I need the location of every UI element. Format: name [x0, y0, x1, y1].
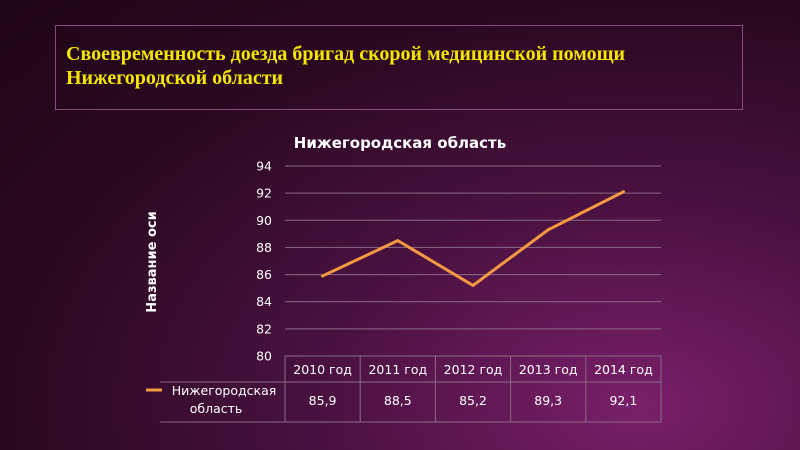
- data-value-label: 89,3: [534, 393, 562, 408]
- data-point: [546, 228, 550, 232]
- x-category-label: 2012 год: [444, 362, 503, 377]
- data-point: [396, 239, 400, 243]
- slide-title-box: Своевременность доезда бригад скорой мед…: [55, 25, 743, 110]
- data-value-label: 88,5: [384, 393, 412, 408]
- chart-title: Нижегородская область: [294, 134, 506, 152]
- data-value-label: 92,1: [609, 393, 637, 408]
- x-category-label: 2011 год: [368, 362, 427, 377]
- data-point: [621, 190, 625, 194]
- legend-label-line2: область: [190, 401, 243, 416]
- y-axis-label: Название оси: [145, 211, 160, 312]
- y-tick-label: 90: [256, 213, 272, 228]
- series-line: [321, 190, 625, 287]
- y-tick-label: 92: [256, 186, 272, 201]
- series-layer: [321, 190, 625, 287]
- y-tick-labels: 80 82 84 86 88 90 92 94: [256, 159, 272, 364]
- x-category-label: 2014 год: [594, 362, 653, 377]
- legend-label-line1: Нижегородская: [172, 383, 277, 398]
- data-table: 2010 год 2011 год 2012 год 2013 год 2014 год…: [146, 356, 662, 423]
- data-value-label: 85,2: [459, 393, 487, 408]
- x-category-label: 2010 год: [293, 362, 352, 377]
- x-category-label: 2013 год: [519, 362, 578, 377]
- y-tick-label: 82: [256, 321, 272, 336]
- data-point: [471, 283, 475, 287]
- y-tick-label: 84: [256, 294, 272, 309]
- data-value-label: 85,9: [309, 393, 337, 408]
- y-tick-label: 80: [256, 349, 272, 364]
- grid-layer: [285, 165, 661, 357]
- y-tick-label: 86: [256, 267, 272, 282]
- data-point: [321, 274, 325, 278]
- y-tick-label: 88: [256, 240, 272, 255]
- y-tick-label: 94: [256, 159, 272, 174]
- slide-title: Своевременность доезда бригад скорой мед…: [66, 43, 626, 89]
